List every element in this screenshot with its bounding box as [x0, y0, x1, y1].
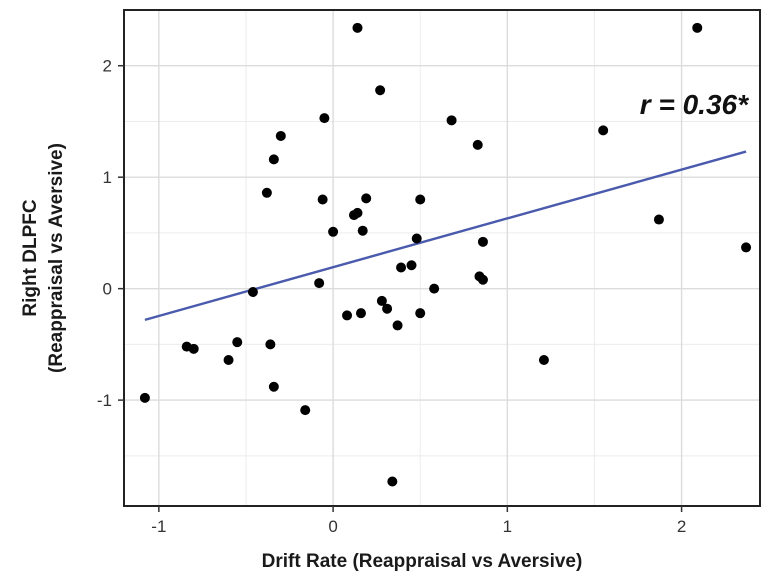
data-point	[139, 392, 150, 403]
data-point	[265, 339, 276, 350]
data-point	[232, 337, 243, 348]
correlation-annotation: r = 0.36*	[640, 89, 749, 120]
data-point	[741, 242, 752, 253]
data-point	[300, 405, 311, 416]
regression-line	[144, 150, 747, 322]
data-point	[268, 381, 279, 392]
x-tick-label: 1	[503, 517, 512, 536]
data-point	[247, 286, 258, 297]
y-tick-label: 0	[103, 280, 112, 299]
data-point	[355, 308, 366, 319]
x-axis-ticks: -1 0 1 2	[151, 506, 686, 536]
data-point	[223, 354, 234, 365]
data-point	[328, 226, 339, 237]
y-tick-label: 1	[103, 168, 112, 187]
data-point	[261, 187, 272, 198]
data-point	[477, 236, 488, 247]
data-point	[446, 115, 457, 126]
x-tick-label: 2	[677, 517, 686, 536]
data-point	[317, 194, 328, 205]
data-point	[653, 214, 664, 225]
data-point	[352, 207, 363, 218]
data-point	[188, 343, 199, 354]
data-point	[538, 354, 549, 365]
data-point	[361, 193, 372, 204]
data-point	[415, 308, 426, 319]
points-layer	[139, 22, 752, 487]
data-point	[314, 278, 325, 289]
y-tick-label: -1	[97, 391, 112, 410]
data-point	[352, 22, 363, 33]
y-axis-title-line1: Right DLPFC	[20, 199, 41, 316]
data-point	[342, 310, 353, 321]
plot-border	[123, 9, 761, 507]
y-axis-title: Right DLPFC (Reappraisal vs Aversive)	[20, 143, 67, 373]
data-point	[392, 320, 403, 331]
data-point	[275, 130, 286, 141]
data-point	[472, 139, 483, 150]
data-point	[598, 125, 609, 136]
data-point	[415, 194, 426, 205]
x-tick-label: 0	[328, 517, 337, 536]
data-point	[692, 22, 703, 33]
data-point	[477, 274, 488, 285]
data-point	[382, 303, 393, 314]
x-tick-label: -1	[151, 517, 166, 536]
data-point	[396, 262, 407, 273]
data-point	[376, 295, 387, 306]
y-axis-title-line2: (Reappraisal vs Aversive)	[46, 143, 67, 373]
data-point	[387, 476, 398, 487]
y-axis-ticks: -1 0 1 2	[97, 57, 124, 410]
grid	[124, 10, 760, 506]
data-point	[411, 233, 422, 244]
data-point	[357, 225, 368, 236]
data-point	[406, 260, 417, 271]
data-point	[319, 113, 330, 124]
x-axis-title: Drift Rate (Reappraisal vs Aversive)	[262, 551, 583, 572]
y-tick-label: 2	[103, 57, 112, 76]
data-point	[429, 283, 440, 294]
data-point	[375, 85, 386, 96]
data-point	[268, 154, 279, 165]
fit-line-layer	[144, 150, 747, 322]
